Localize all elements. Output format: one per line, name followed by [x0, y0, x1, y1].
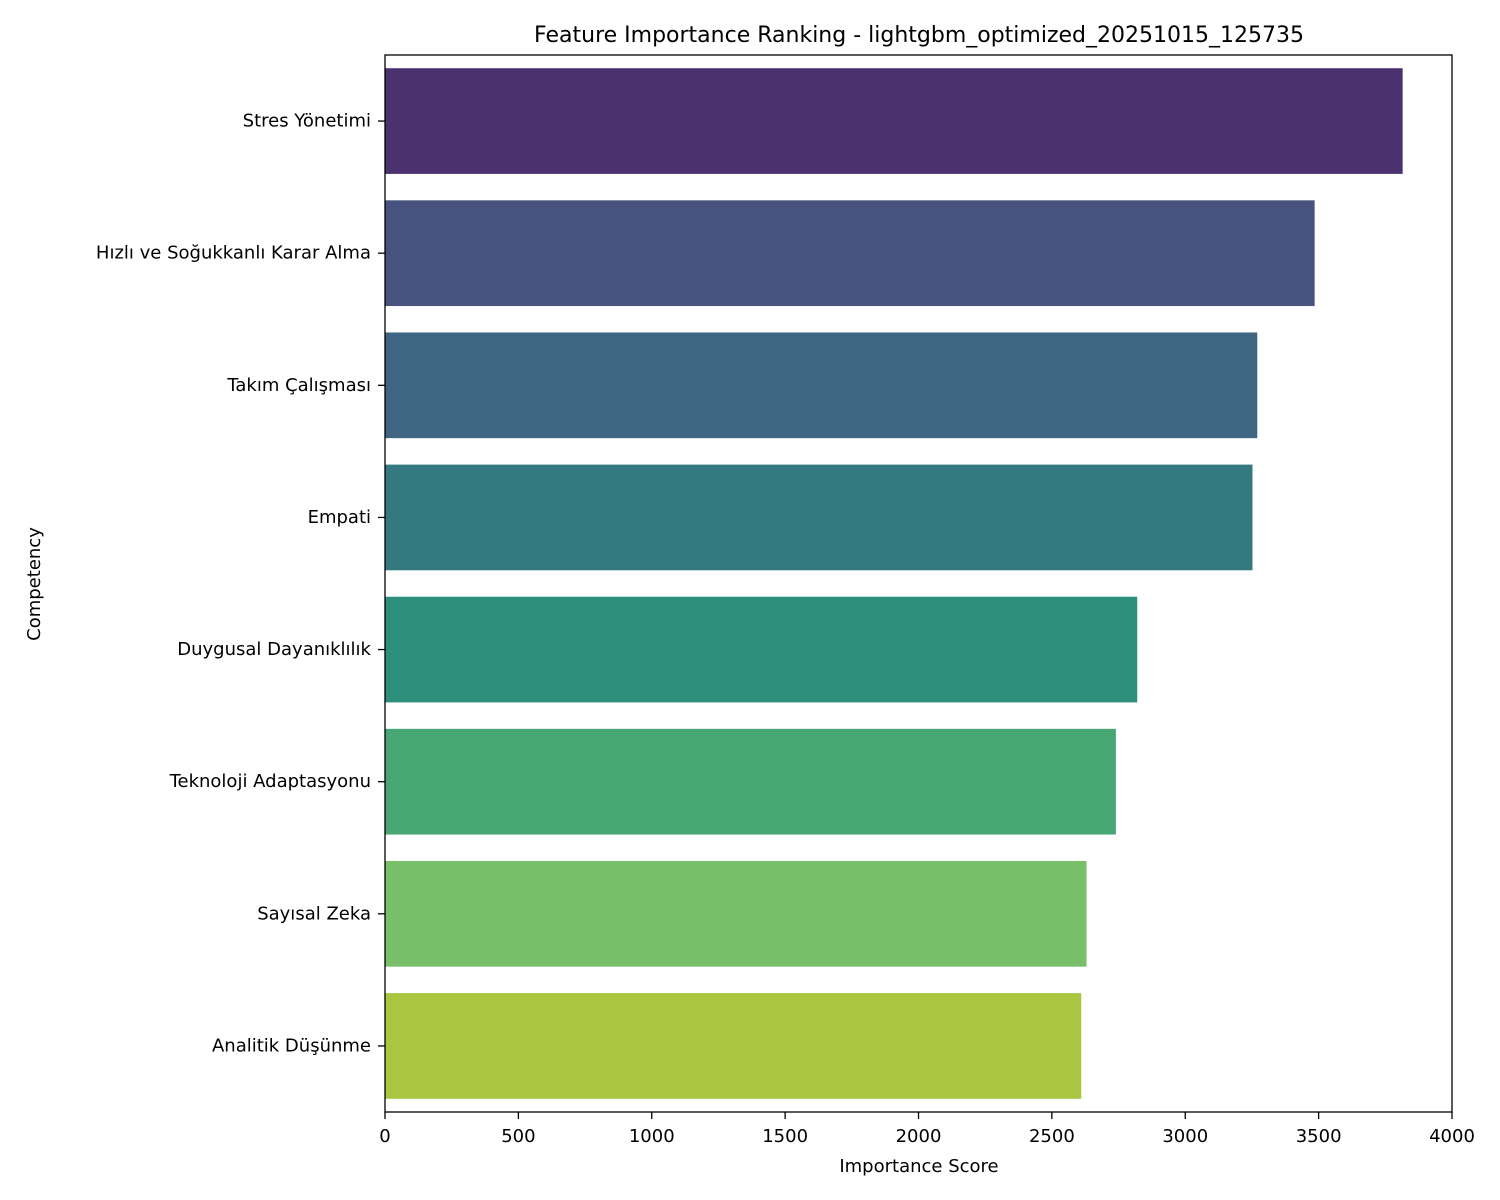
- bars-group: [385, 68, 1403, 1099]
- x-tick-label: 1500: [762, 1126, 808, 1147]
- x-tick-label: 500: [501, 1126, 535, 1147]
- x-tick-label: 0: [379, 1126, 390, 1147]
- y-tick-label: Teknoloji Adaptasyonu: [169, 771, 371, 792]
- y-tick-label: Duygusal Dayanıklılık: [177, 639, 371, 660]
- y-tick-label: Takım Çalışması: [226, 375, 371, 396]
- x-tick-label: 1000: [629, 1126, 675, 1147]
- y-axis-label: Competency: [24, 527, 45, 641]
- x-tick-label: 3000: [1162, 1126, 1208, 1147]
- x-tick-label: 3500: [1296, 1126, 1342, 1147]
- y-tick-label: Stres Yönetimi: [243, 111, 371, 132]
- y-tick-label: Empati: [308, 507, 371, 528]
- plot-frame: [384, 54, 1453, 1113]
- bar-8: [385, 993, 1082, 1099]
- bar-5: [385, 596, 1138, 703]
- x-tick-label: 2500: [1029, 1126, 1075, 1147]
- x-tick-label: 2000: [896, 1126, 942, 1147]
- x-axis-label: Importance Score: [839, 1156, 998, 1177]
- y-axis-ticks: Stres Yönetimi Hızlı ve Soğukkanlı Karar …: [96, 111, 385, 1056]
- bar-3: [385, 332, 1258, 439]
- y-tick-label: Hızlı ve Soğukkanlı Karar Alma: [96, 243, 371, 264]
- bar-2: [385, 200, 1315, 307]
- y-tick-label: Sayısal Zeka: [257, 903, 371, 924]
- chart-title: Feature Importance Ranking - lightgbm_op…: [534, 23, 1304, 48]
- bar-4: [385, 464, 1253, 571]
- x-tick-label: 4000: [1429, 1126, 1475, 1147]
- y-tick-label: Analitik Düşünme: [212, 1035, 371, 1056]
- x-axis-ticks: 0 500 1000 1500 2000 2500 3000 3500 4000: [379, 1112, 1475, 1147]
- bar-6: [385, 728, 1116, 835]
- bar-1: [385, 68, 1403, 174]
- bar-7: [385, 860, 1087, 967]
